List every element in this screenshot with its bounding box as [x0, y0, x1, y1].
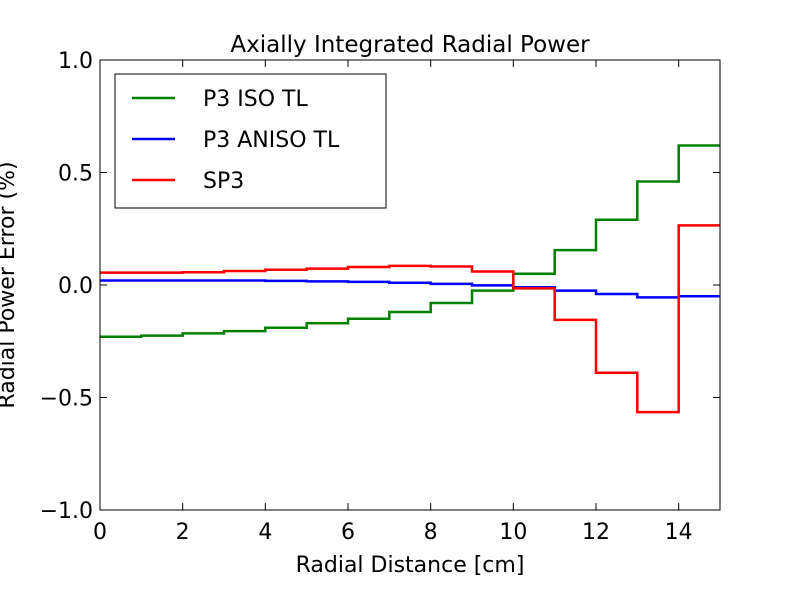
- legend-box: [114, 73, 387, 209]
- series-line-2: [100, 224, 720, 414]
- series-line-1: [100, 279, 720, 299]
- legend-label-2: SP3: [203, 169, 244, 194]
- series-layer: [100, 144, 720, 414]
- x-tick-label-0: 0: [93, 520, 107, 545]
- x-tick-label-3: 6: [341, 520, 355, 545]
- x-tick-label-5: 10: [499, 520, 527, 545]
- legend-label-1: P3 ANISO TL: [203, 128, 340, 153]
- x-tick-label-1: 2: [176, 520, 190, 545]
- legend-entries: P3 ISO TL P3 ANISO TL SP3: [132, 87, 340, 194]
- x-tick-label-2: 4: [258, 520, 272, 545]
- chart-title: Axially Integrated Radial Power: [230, 32, 590, 58]
- legend-label-0: P3 ISO TL: [203, 87, 308, 112]
- x-tick-label-4: 8: [424, 520, 438, 545]
- ticks-layer: 0 2 4 6 8 10 12 14 −1.0 −0.5 0.0 0.5 1.0: [40, 49, 720, 545]
- y-tick-label-3: 0.5: [58, 162, 93, 187]
- legend: P3 ISO TL P3 ANISO TL SP3: [114, 73, 387, 209]
- y-axis-title: Radial Power Error (%): [0, 161, 20, 408]
- x-tick-label-7: 14: [665, 520, 693, 545]
- x-tick-label-6: 12: [582, 520, 610, 545]
- y-tick-label-1: −0.5: [40, 387, 93, 412]
- y-tick-label-4: 1.0: [58, 49, 93, 74]
- x-axis-title: Radial Distance [cm]: [296, 553, 525, 578]
- y-tick-label-2: 0.0: [58, 274, 93, 299]
- y-tick-label-0: −1.0: [40, 499, 93, 524]
- series-line-0: [100, 144, 720, 339]
